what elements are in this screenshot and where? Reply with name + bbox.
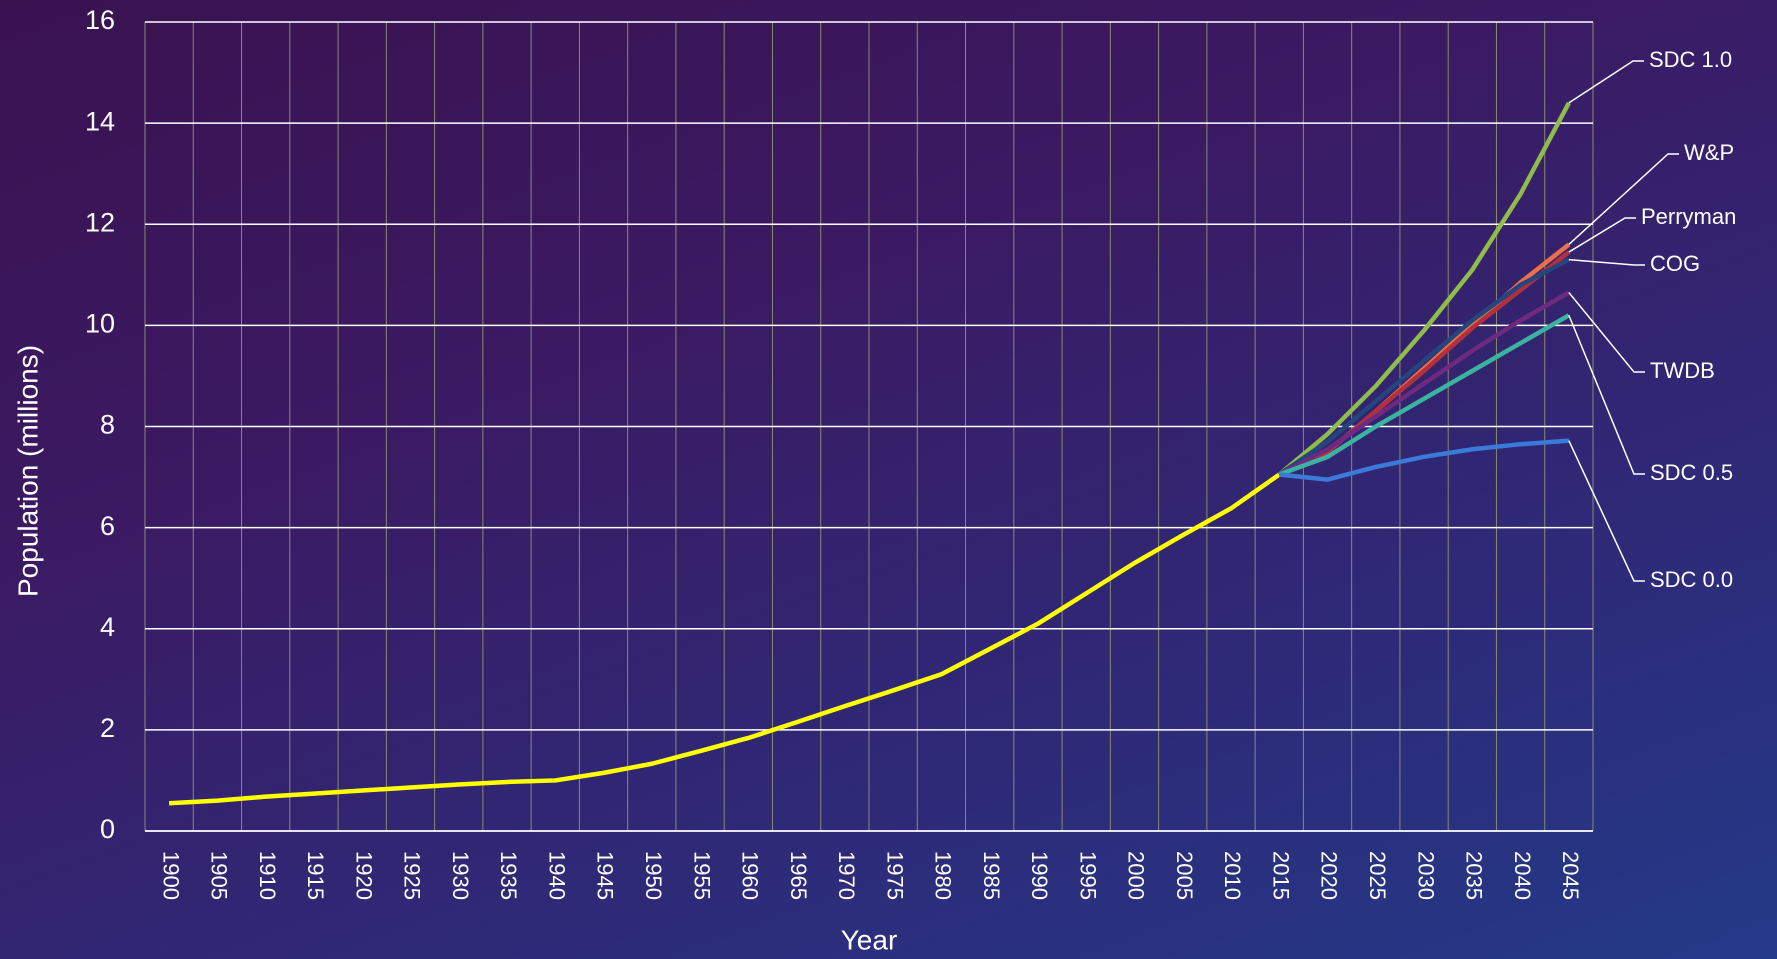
leader-line (1568, 292, 1645, 373)
leader-line (1568, 60, 1644, 104)
x-tick-label: 2000 (1124, 851, 1149, 900)
leader-line (1568, 217, 1636, 253)
leader-line (1568, 440, 1645, 582)
x-tick-label: 2035 (1462, 851, 1487, 900)
x-tick-label: 1960 (738, 851, 763, 900)
series-label: SDC 1.0 (1649, 47, 1732, 72)
x-tick-label: 2045 (1558, 851, 1583, 900)
series-line (1278, 257, 1570, 477)
y-tick-label: 8 (100, 410, 115, 440)
x-tick-label: 1950 (641, 851, 666, 900)
y-tick-label: 2 (100, 713, 115, 743)
y-tick-label: 16 (85, 5, 115, 35)
x-tick-label: 1995 (1075, 851, 1100, 900)
x-tick-label: 2020 (1317, 851, 1342, 900)
series-label: COG (1650, 251, 1700, 276)
y-axis-title: Population (millions) (12, 345, 43, 597)
x-tick-label: 1965 (786, 851, 811, 900)
series-line (1278, 313, 1570, 477)
x-tick-label: 1985 (979, 851, 1004, 900)
x-tick-label: 1980 (931, 851, 956, 900)
leader-line (1568, 258, 1645, 266)
x-tick-label: 1970 (834, 851, 859, 900)
x-tick-label: 2040 (1510, 851, 1535, 900)
x-tick-label: 1990 (1027, 851, 1052, 900)
x-axis-title: Year (841, 924, 898, 955)
x-tick-label: 1910 (255, 851, 280, 900)
series-line (1277, 101, 1571, 477)
series-line (1278, 290, 1570, 477)
series-label: SDC 0.0 (1650, 567, 1733, 592)
series-label: Perryman (1641, 204, 1736, 229)
y-tick-label: 14 (85, 106, 115, 136)
y-tick-label: 10 (85, 309, 115, 339)
x-tick-label: 1945 (593, 851, 618, 900)
y-tick-label: 0 (100, 814, 115, 844)
series-line (1279, 438, 1570, 482)
x-tick-label: 1900 (158, 851, 183, 900)
x-tick-label: 1975 (882, 851, 907, 900)
x-tick-label: 1955 (689, 851, 714, 900)
x-tick-label: 1930 (448, 851, 473, 900)
x-tick-label: 2010 (1220, 851, 1245, 900)
x-tick-label: 1940 (544, 851, 569, 900)
series-label: SDC 0.5 (1650, 460, 1733, 485)
x-tick-label: 2005 (1172, 851, 1197, 900)
x-tick-label: 2015 (1268, 851, 1293, 900)
x-tick-label: 1935 (496, 851, 521, 900)
x-tick-label: 2025 (1365, 851, 1390, 900)
y-tick-label: 4 (100, 612, 115, 642)
y-tick-label: 12 (85, 207, 115, 237)
series-label: TWDB (1650, 358, 1715, 383)
series-line (169, 472, 1281, 806)
leader-line (1568, 153, 1679, 246)
x-tick-label: 1915 (303, 851, 328, 900)
y-tick-label: 6 (100, 511, 115, 541)
x-tick-label: 1925 (400, 851, 425, 900)
series-label: W&P (1684, 140, 1734, 165)
x-tick-label: 2030 (1413, 851, 1438, 900)
x-tick-label: 1905 (207, 851, 232, 900)
x-tick-label: 1920 (351, 851, 376, 900)
leader-line (1568, 314, 1645, 475)
